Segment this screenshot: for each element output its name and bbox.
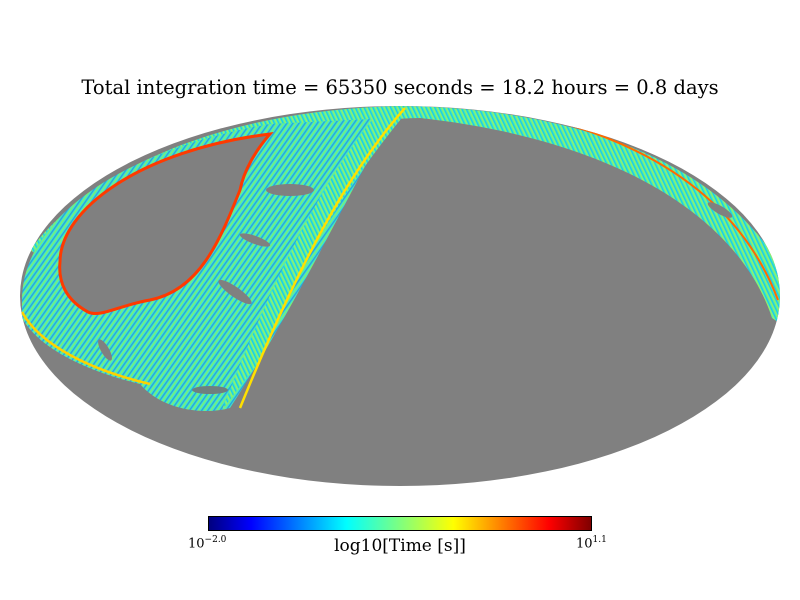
chart-title: Total integration time = 65350 seconds =… — [81, 76, 719, 99]
colorbar — [208, 516, 592, 531]
edge-highlight-2 — [238, 107, 406, 409]
colorbar-label: log10[Time [s]] — [334, 536, 466, 556]
coverage-hole — [58, 132, 274, 315]
colorbar-min-tick: 10−2.0 — [188, 535, 227, 552]
edge-highlight — [20, 311, 151, 386]
colorbar-max-tick: 101.1 — [576, 535, 607, 552]
coverage-band — [222, 108, 410, 410]
